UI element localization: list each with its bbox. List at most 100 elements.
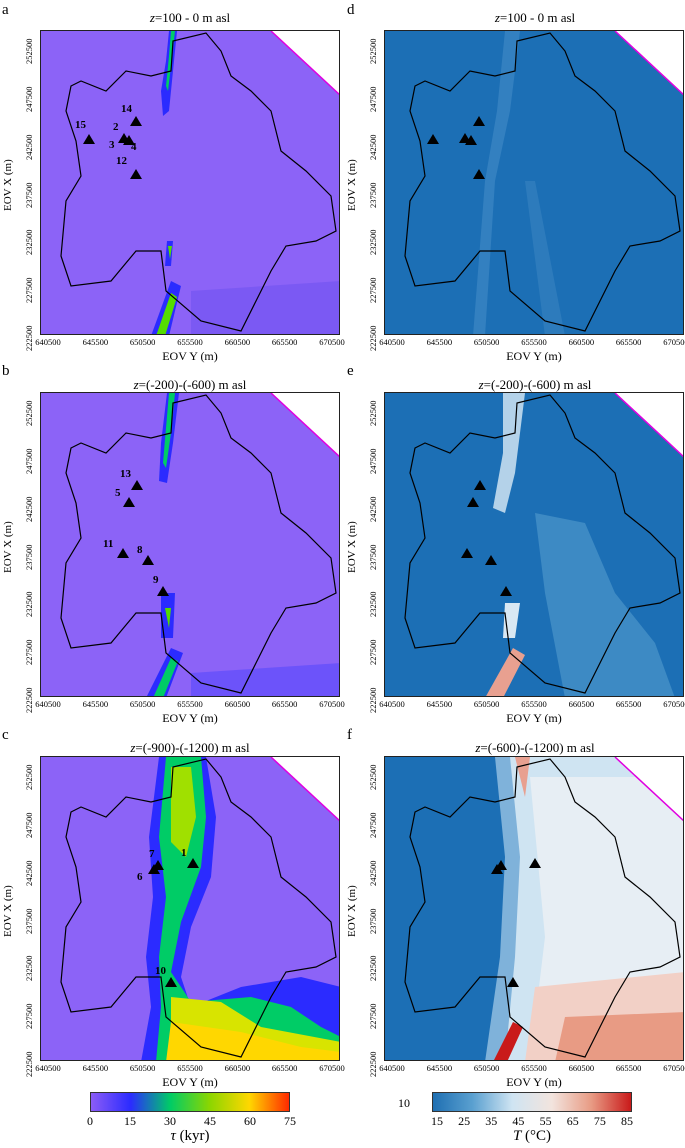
well-icon <box>461 548 473 558</box>
panel-title-c: z=(-900)-(-1200) m asl <box>130 740 250 755</box>
well-label: 9 <box>153 574 159 586</box>
well-icon <box>427 134 439 144</box>
well-11-icon <box>117 548 129 558</box>
well-15-icon <box>83 134 95 144</box>
y-tick-label: 252500 <box>368 764 378 791</box>
well-12-icon <box>130 169 142 179</box>
y-axis-label: EOV X (m) <box>346 520 358 573</box>
y-tick-label: 237500 <box>24 544 34 570</box>
colorbar-tick-label: 65 <box>566 1114 579 1128</box>
x-tick-label: 645500 <box>426 1063 453 1073</box>
x-tick-label: 665500 <box>615 699 642 709</box>
x-tick-label: 670500 <box>663 1063 685 1073</box>
x-tick-label: 645500 <box>82 699 109 709</box>
well-icon <box>465 135 477 145</box>
well-label: 10 <box>155 965 166 977</box>
x-tick-label: 660500 <box>224 337 251 347</box>
y-axis-label: EOV X (m) <box>346 158 358 211</box>
x-tick-label: 660500 <box>568 337 595 347</box>
x-tick-label: 650500 <box>129 337 156 347</box>
x-tick-label: 650500 <box>473 1063 500 1073</box>
x-axis-label: EOV Y (m) <box>506 349 562 363</box>
panel-title-f: z=(-600)-(-1200) m asl <box>475 740 595 755</box>
x-tick-label: 650500 <box>129 699 156 709</box>
well-13-icon <box>131 480 143 490</box>
panel-letter-a: a <box>2 2 9 18</box>
x-tick-label: 640500 <box>35 699 61 709</box>
panel-title-a: z=100 - 0 m asl <box>149 10 231 25</box>
x-tick-label: 665500 <box>271 1063 298 1073</box>
colorbar-tick-label: 55 <box>539 1114 552 1128</box>
x-tick-label: 670500 <box>319 337 345 347</box>
x-tick-label: 640500 <box>379 1063 405 1073</box>
x-tick-label: 660500 <box>224 699 251 709</box>
x-axis-label: EOV Y (m) <box>506 711 562 725</box>
well-label: 12 <box>116 155 127 167</box>
x-tick-label: 645500 <box>82 337 109 347</box>
well-10-icon <box>165 977 177 987</box>
x-tick-label: 665500 <box>271 337 298 347</box>
x-tick-label: 670500 <box>319 699 345 709</box>
panel-letter-e: e <box>347 363 354 379</box>
colorbar-tick-label: 15 <box>431 1114 443 1128</box>
wells-a <box>83 116 142 179</box>
x-tick-label: 655500 <box>177 1063 203 1073</box>
x-tick-label: 655500 <box>521 1063 547 1073</box>
y-tick-label: 232500 <box>368 591 378 618</box>
x-tick-label: 645500 <box>82 1063 109 1073</box>
tau-colorbar <box>90 1092 290 1112</box>
y-tick-label: 247500 <box>368 812 378 838</box>
y-tick-label: 232500 <box>24 229 34 256</box>
x-tick-label: 645500 <box>426 337 453 347</box>
plot-d <box>384 30 684 335</box>
x-tick-label: 655500 <box>521 699 547 709</box>
y-axis-label: EOV X (m) <box>2 520 14 573</box>
x-tick-label: 670500 <box>663 337 685 347</box>
colorbar-tick-label: 45 <box>512 1114 525 1128</box>
well-4-icon <box>123 135 135 145</box>
well-icon <box>467 497 479 507</box>
x-tick-label: 655500 <box>177 337 203 347</box>
well-8-icon <box>142 555 154 565</box>
panel-title-d: z=100 - 0 m asl <box>494 10 576 25</box>
plot-a: 14 15 2 3 4 12 <box>40 30 340 335</box>
y-tick-label: 242500 <box>24 860 34 886</box>
well-label: 13 <box>120 468 131 480</box>
panel-letter-b: b <box>2 363 10 379</box>
y-tick-label: 252500 <box>24 400 34 427</box>
x-tick-label: 650500 <box>473 699 500 709</box>
x-tick-label: 670500 <box>663 699 685 709</box>
well-label: 4 <box>131 141 137 153</box>
well-5-icon <box>123 497 135 507</box>
x-tick-label: 640500 <box>379 337 405 347</box>
plot-c: 7 1 6 10 <box>40 756 340 1061</box>
y-tick-label: 232500 <box>24 591 34 618</box>
well-icon <box>500 586 512 596</box>
y-tick-label: 227500 <box>24 1003 34 1030</box>
colorbar-tick-label: 45 <box>204 1114 216 1128</box>
well-9-icon <box>157 586 169 596</box>
x-axis-label: EOV Y (m) <box>162 711 218 725</box>
x-tick-label: 665500 <box>615 1063 642 1073</box>
y-tick-label: 237500 <box>24 908 34 934</box>
well-label: 8 <box>137 544 143 556</box>
y-tick-label: 227500 <box>368 1003 378 1030</box>
y-tick-label: 242500 <box>368 134 378 160</box>
y-tick-label: 252500 <box>24 764 34 791</box>
x-tick-label: 650500 <box>129 1063 156 1073</box>
plot-f <box>384 756 684 1061</box>
well-icon <box>473 169 485 179</box>
well-label: 7 <box>149 848 155 860</box>
y-tick-label: 252500 <box>368 400 378 427</box>
x-tick-label: 660500 <box>224 1063 251 1073</box>
y-tick-label: 227500 <box>368 277 378 304</box>
well-label: 6 <box>137 871 143 883</box>
y-tick-label: 247500 <box>24 86 34 112</box>
y-tick-label: 242500 <box>368 860 378 886</box>
y-tick-label: 227500 <box>368 639 378 666</box>
y-axis-label: EOV X (m) <box>2 884 14 937</box>
plot-e <box>384 392 684 697</box>
x-tick-label: 650500 <box>473 337 500 347</box>
y-axis-label: EOV X (m) <box>346 884 358 937</box>
y-tick-label: 242500 <box>368 496 378 522</box>
